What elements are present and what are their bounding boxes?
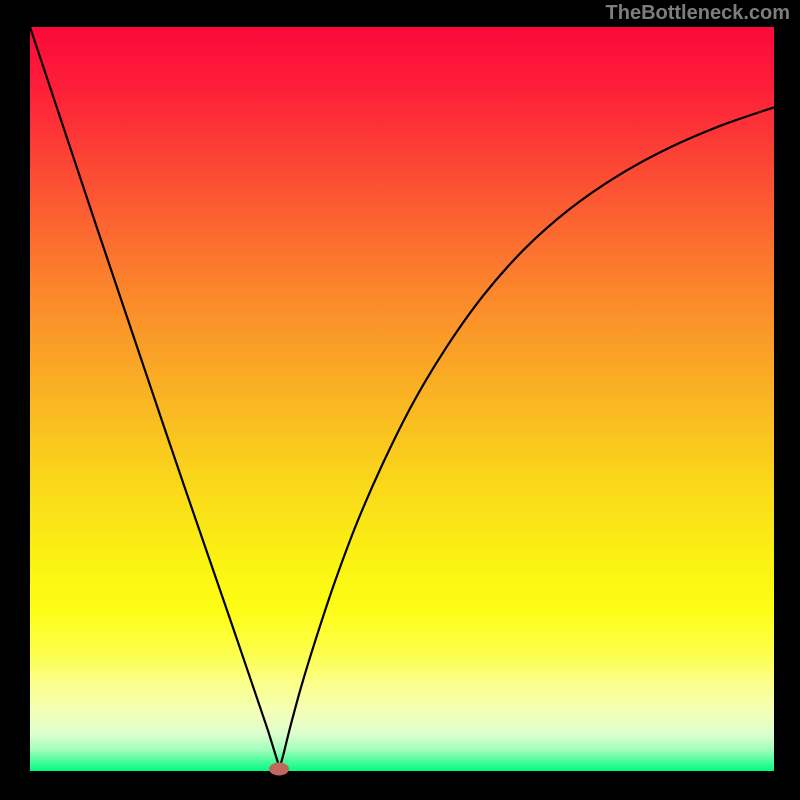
chart-container: TheBottleneck.com — [0, 0, 800, 800]
watermark-text: TheBottleneck.com — [606, 2, 790, 25]
minimum-marker — [269, 762, 289, 775]
plot-area — [30, 27, 774, 771]
